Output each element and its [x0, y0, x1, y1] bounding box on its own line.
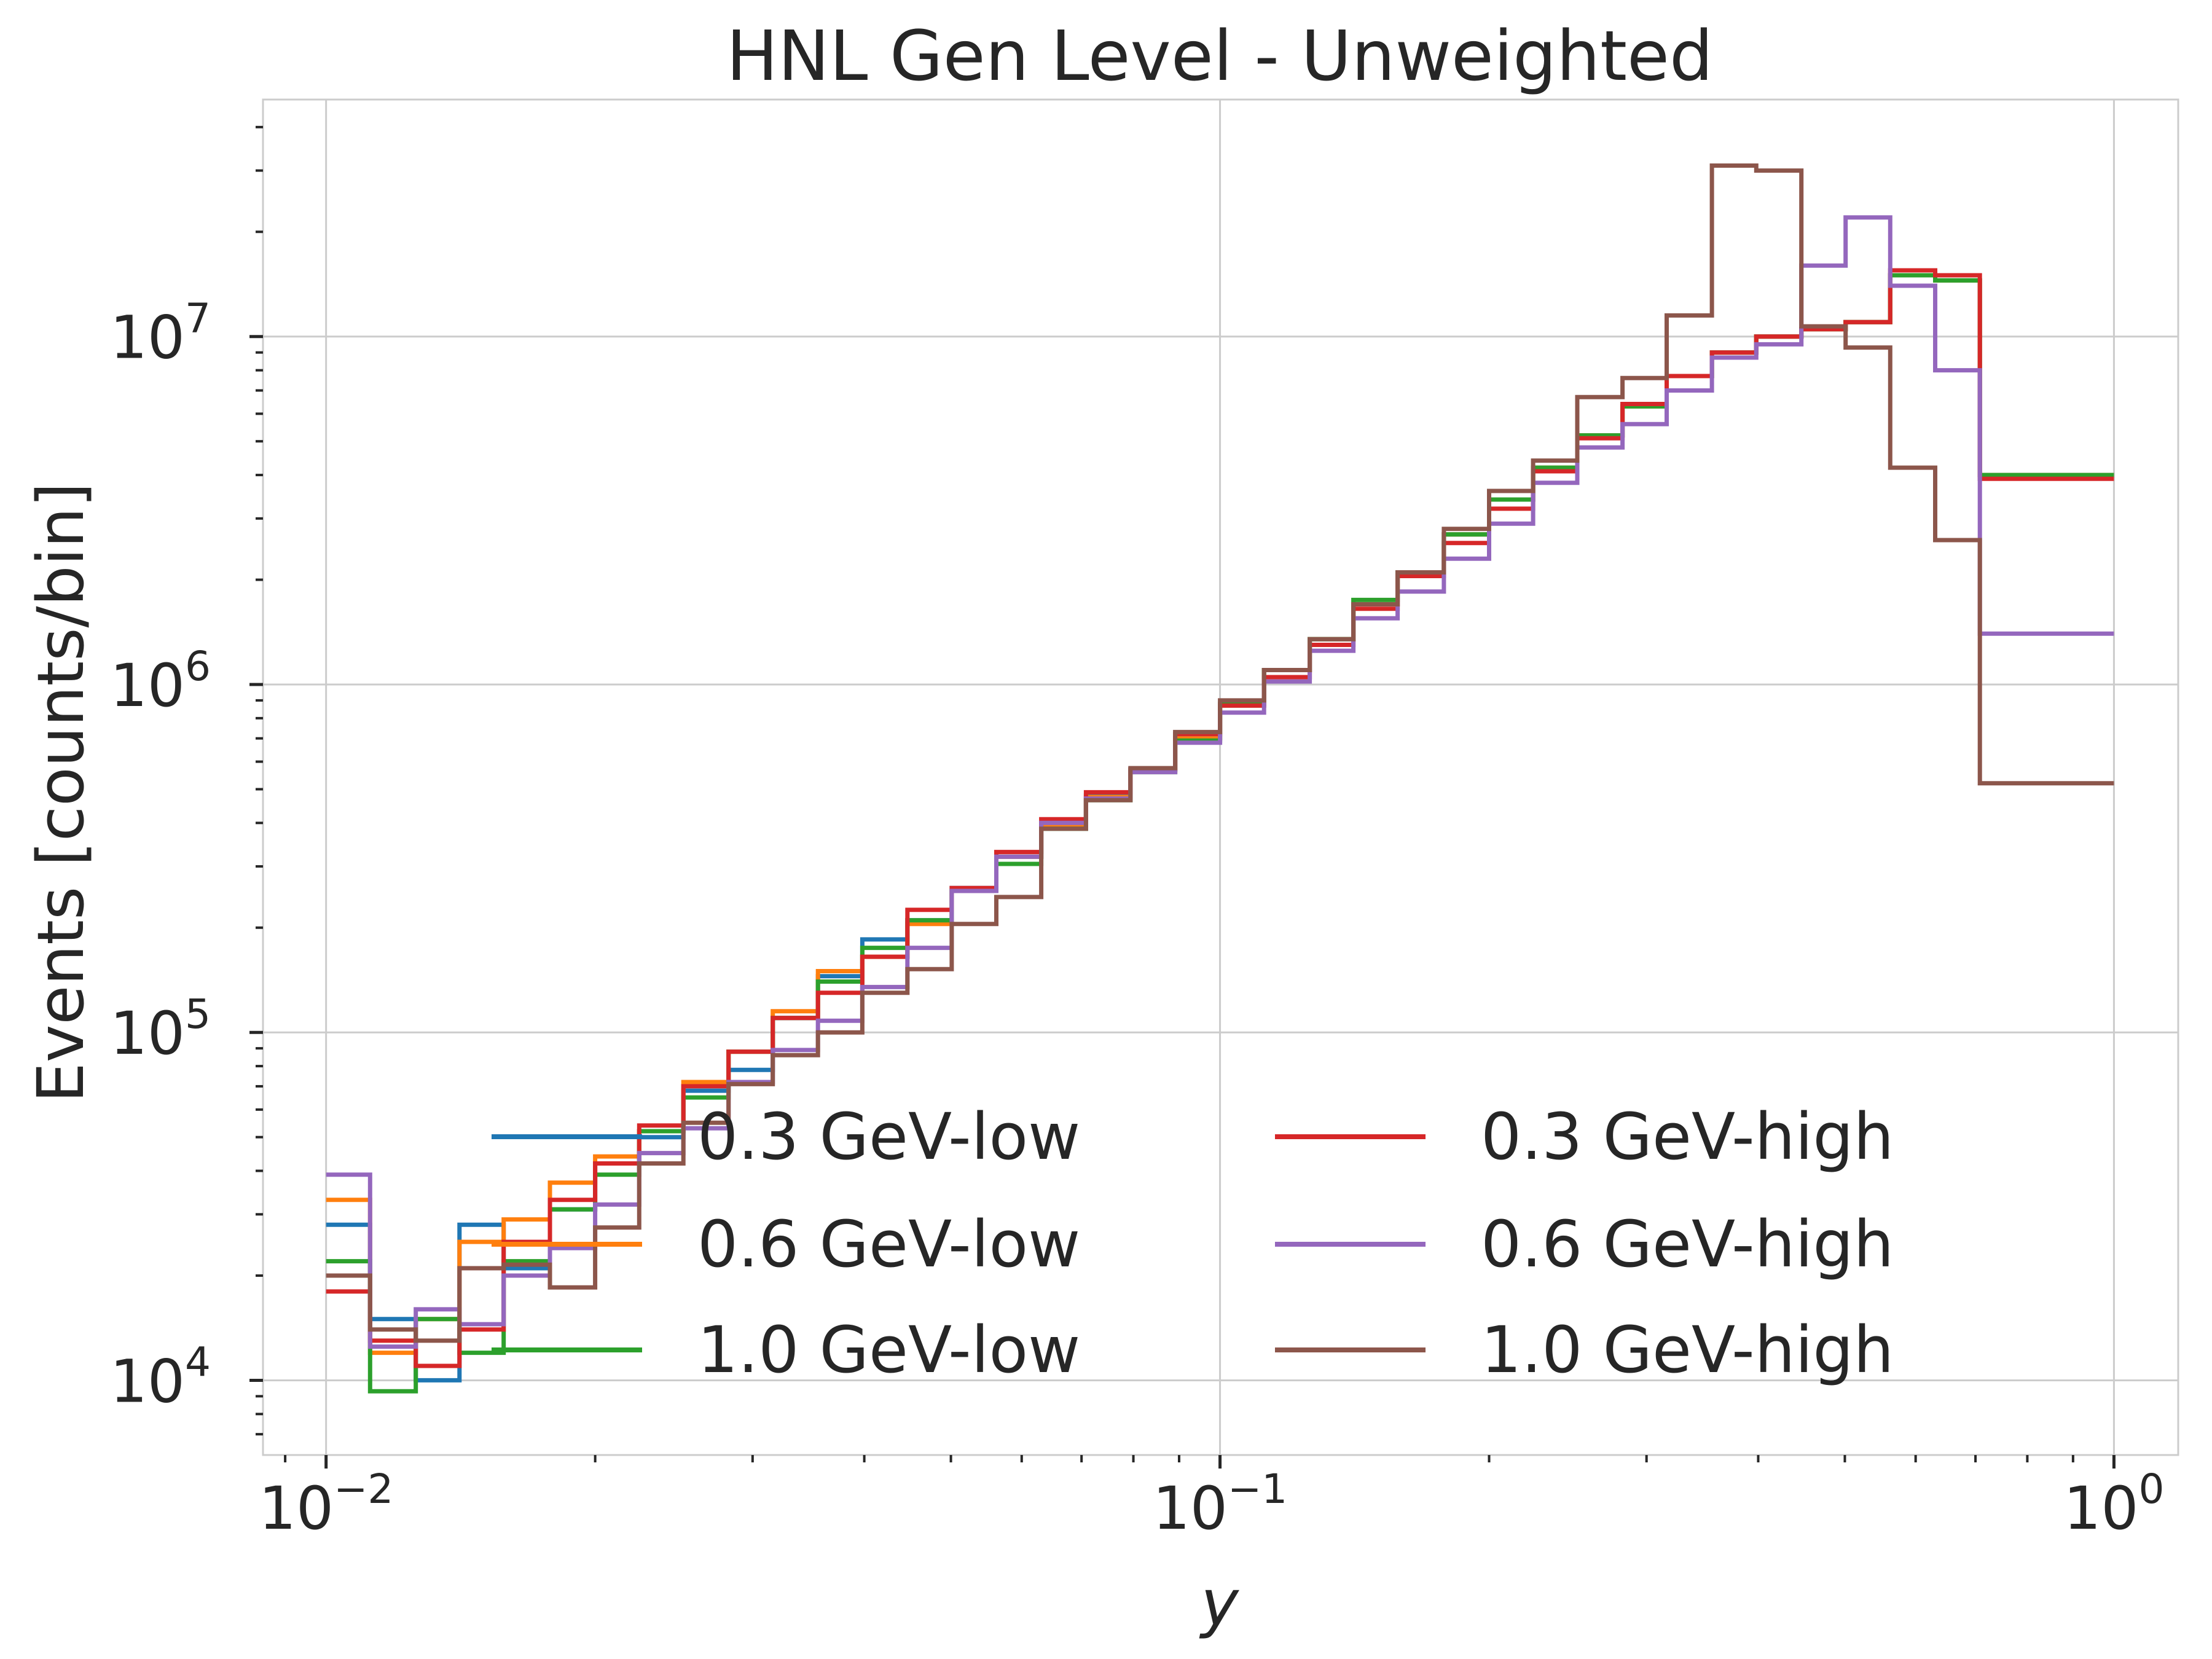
y-axis: 104 105 106 107: [110, 125, 263, 1436]
legend-label-5: 1.0 GeV-high: [1481, 1312, 1894, 1387]
x-tick-label: 10−1: [1153, 1465, 1287, 1543]
plot-area: [262, 98, 2179, 1456]
y-tick-label: 104: [110, 1338, 211, 1416]
series-line-4: [326, 215, 2114, 1349]
chart-title: HNL Gen Level - Unweighted: [726, 17, 1713, 96]
y-tick-label: 105: [110, 990, 211, 1068]
series-line-5: [326, 163, 2114, 1343]
y-axis-label: Events [counts/bin]: [23, 482, 98, 1103]
y-tick-label: 107: [110, 295, 211, 372]
legend-label-4: 0.6 GeV-high: [1481, 1207, 1894, 1282]
x-axis: 10−2 10−1 100: [259, 1455, 2164, 1543]
y-tick-label: 106: [110, 643, 211, 720]
x-axis-label: y: [1199, 1566, 1239, 1641]
legend-label-2: 1.0 GeV-low: [697, 1312, 1080, 1387]
legend-label-1: 0.6 GeV-low: [697, 1207, 1080, 1282]
legend: 0.3 GeV-low 0.6 GeV-low 1.0 GeV-low 0.3 GeV…: [492, 1099, 1894, 1387]
legend-label-0: 0.3 GeV-low: [697, 1099, 1080, 1174]
legend-label-3: 0.3 GeV-high: [1481, 1099, 1894, 1174]
x-tick-label: 10−2: [259, 1465, 393, 1543]
x-tick-label: 100: [2063, 1465, 2164, 1543]
